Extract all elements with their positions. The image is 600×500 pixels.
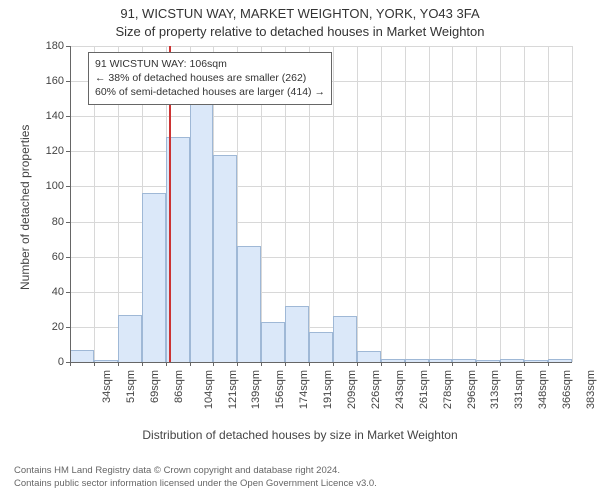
y-tick-label: 100 bbox=[36, 180, 64, 192]
grid-line bbox=[381, 46, 382, 362]
x-tick-label: 366sqm bbox=[561, 370, 573, 409]
histogram-bar bbox=[261, 322, 285, 362]
x-tick-label: 226sqm bbox=[370, 370, 382, 409]
grid-line bbox=[572, 46, 573, 362]
footer-line1: Contains HM Land Registry data © Crown c… bbox=[14, 465, 586, 477]
grid-line bbox=[405, 46, 406, 362]
histogram-bar bbox=[333, 316, 357, 362]
histogram-bar bbox=[309, 332, 333, 362]
x-tick-label: 243sqm bbox=[394, 370, 406, 409]
grid-line bbox=[476, 46, 477, 362]
grid-line bbox=[357, 46, 358, 362]
x-tick-label: 348sqm bbox=[537, 370, 549, 409]
x-tick-label: 34sqm bbox=[101, 370, 113, 403]
grid-line bbox=[70, 116, 572, 117]
x-tick-label: 313sqm bbox=[490, 370, 502, 409]
y-tick-label: 180 bbox=[36, 40, 64, 52]
chart-title-line1: 91, WICSTUN WAY, MARKET WEIGHTON, YORK, … bbox=[0, 6, 600, 21]
x-tick-label: 174sqm bbox=[298, 370, 310, 409]
x-tick-label: 383sqm bbox=[585, 370, 597, 409]
histogram-bar bbox=[213, 155, 237, 362]
grid-line bbox=[429, 46, 430, 362]
x-tick-label: 278sqm bbox=[442, 370, 454, 409]
x-tick-label: 139sqm bbox=[251, 370, 263, 409]
histogram-bar bbox=[142, 193, 166, 362]
histogram-bar bbox=[285, 306, 309, 362]
y-axis-label: Number of detached properties bbox=[18, 125, 32, 290]
grid-line bbox=[333, 46, 334, 362]
histogram-bar bbox=[70, 350, 94, 362]
y-tick-label: 120 bbox=[36, 145, 64, 157]
x-tick-label: 86sqm bbox=[173, 370, 185, 403]
x-tick-label: 121sqm bbox=[227, 370, 239, 409]
x-tick-label: 51sqm bbox=[125, 370, 137, 403]
x-tick-label: 69sqm bbox=[149, 370, 161, 403]
y-tick-label: 60 bbox=[36, 251, 64, 263]
footer-line2: Contains public sector information licen… bbox=[14, 478, 586, 490]
footer-text: Contains HM Land Registry data © Crown c… bbox=[0, 465, 600, 490]
histogram-bar bbox=[190, 81, 214, 362]
chart-container: 91, WICSTUN WAY, MARKET WEIGHTON, YORK, … bbox=[0, 0, 600, 500]
chart-title-line2: Size of property relative to detached ho… bbox=[0, 24, 600, 39]
x-tick-label: 209sqm bbox=[346, 370, 358, 409]
histogram-bar bbox=[237, 246, 261, 362]
x-tick-label: 104sqm bbox=[203, 370, 215, 409]
grid-line bbox=[70, 46, 572, 47]
grid-line bbox=[70, 186, 572, 187]
grid-line bbox=[70, 151, 572, 152]
grid-line bbox=[452, 46, 453, 362]
y-tick-label: 40 bbox=[36, 286, 64, 298]
y-tick-label: 0 bbox=[36, 356, 64, 368]
x-tick-label: 156sqm bbox=[274, 370, 286, 409]
y-tick-label: 160 bbox=[36, 75, 64, 87]
y-tick-label: 140 bbox=[36, 110, 64, 122]
grid-line bbox=[500, 46, 501, 362]
y-tick-label: 80 bbox=[36, 216, 64, 228]
annotation-box: 91 WICSTUN WAY: 106sqm← 38% of detached … bbox=[88, 52, 332, 105]
x-tick-label: 261sqm bbox=[418, 370, 430, 409]
x-tick-label: 331sqm bbox=[514, 370, 526, 409]
x-axis-label: Distribution of detached houses by size … bbox=[0, 428, 600, 442]
grid-line bbox=[524, 46, 525, 362]
y-tick-label: 20 bbox=[36, 321, 64, 333]
histogram-bar bbox=[118, 315, 142, 362]
x-tick-label: 296sqm bbox=[466, 370, 478, 409]
x-tick-label: 191sqm bbox=[322, 370, 334, 409]
histogram-bar bbox=[357, 351, 381, 362]
grid-line bbox=[548, 46, 549, 362]
